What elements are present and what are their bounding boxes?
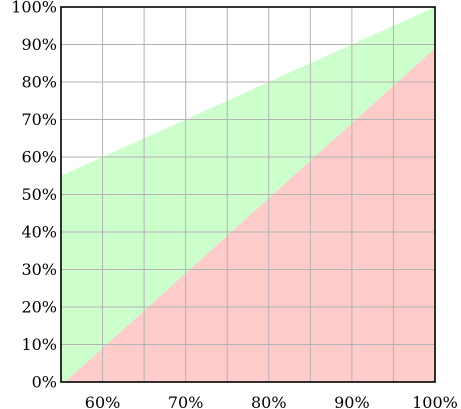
plot-frame <box>60 6 436 383</box>
area-region-2 <box>65 48 435 382</box>
y-tick-label-5: 40% <box>21 223 57 242</box>
y-tick-label-9: 80% <box>21 73 57 92</box>
y-axis-tick-labels: 0% 10% 20% 30% 40% 50% 60% 70% 80% 90% 100% <box>11 0 57 392</box>
x-tick-label-4: 90% <box>334 393 370 409</box>
y-tick-label-6: 50% <box>21 185 57 204</box>
y-tick-label-10: 90% <box>21 35 57 54</box>
x-tick-label-3: 80% <box>251 393 287 409</box>
x-tick-label-2: 70% <box>168 393 204 409</box>
x-axis-tick-labels: 60% 70% 80% 90% 100% <box>85 393 458 409</box>
x-tick-label-5: 100% <box>412 393 458 409</box>
y-tick-label-8: 70% <box>21 110 57 129</box>
y-tick-label-3: 20% <box>21 298 57 317</box>
x-tick-label-1: 60% <box>85 393 121 409</box>
y-tick-label-1: 0% <box>32 373 57 392</box>
y-tick-label-11: 100% <box>11 0 57 17</box>
y-tick-label-2: 10% <box>21 335 57 354</box>
y-tick-label-7: 60% <box>21 148 57 167</box>
y-tick-label-4: 30% <box>21 260 57 279</box>
